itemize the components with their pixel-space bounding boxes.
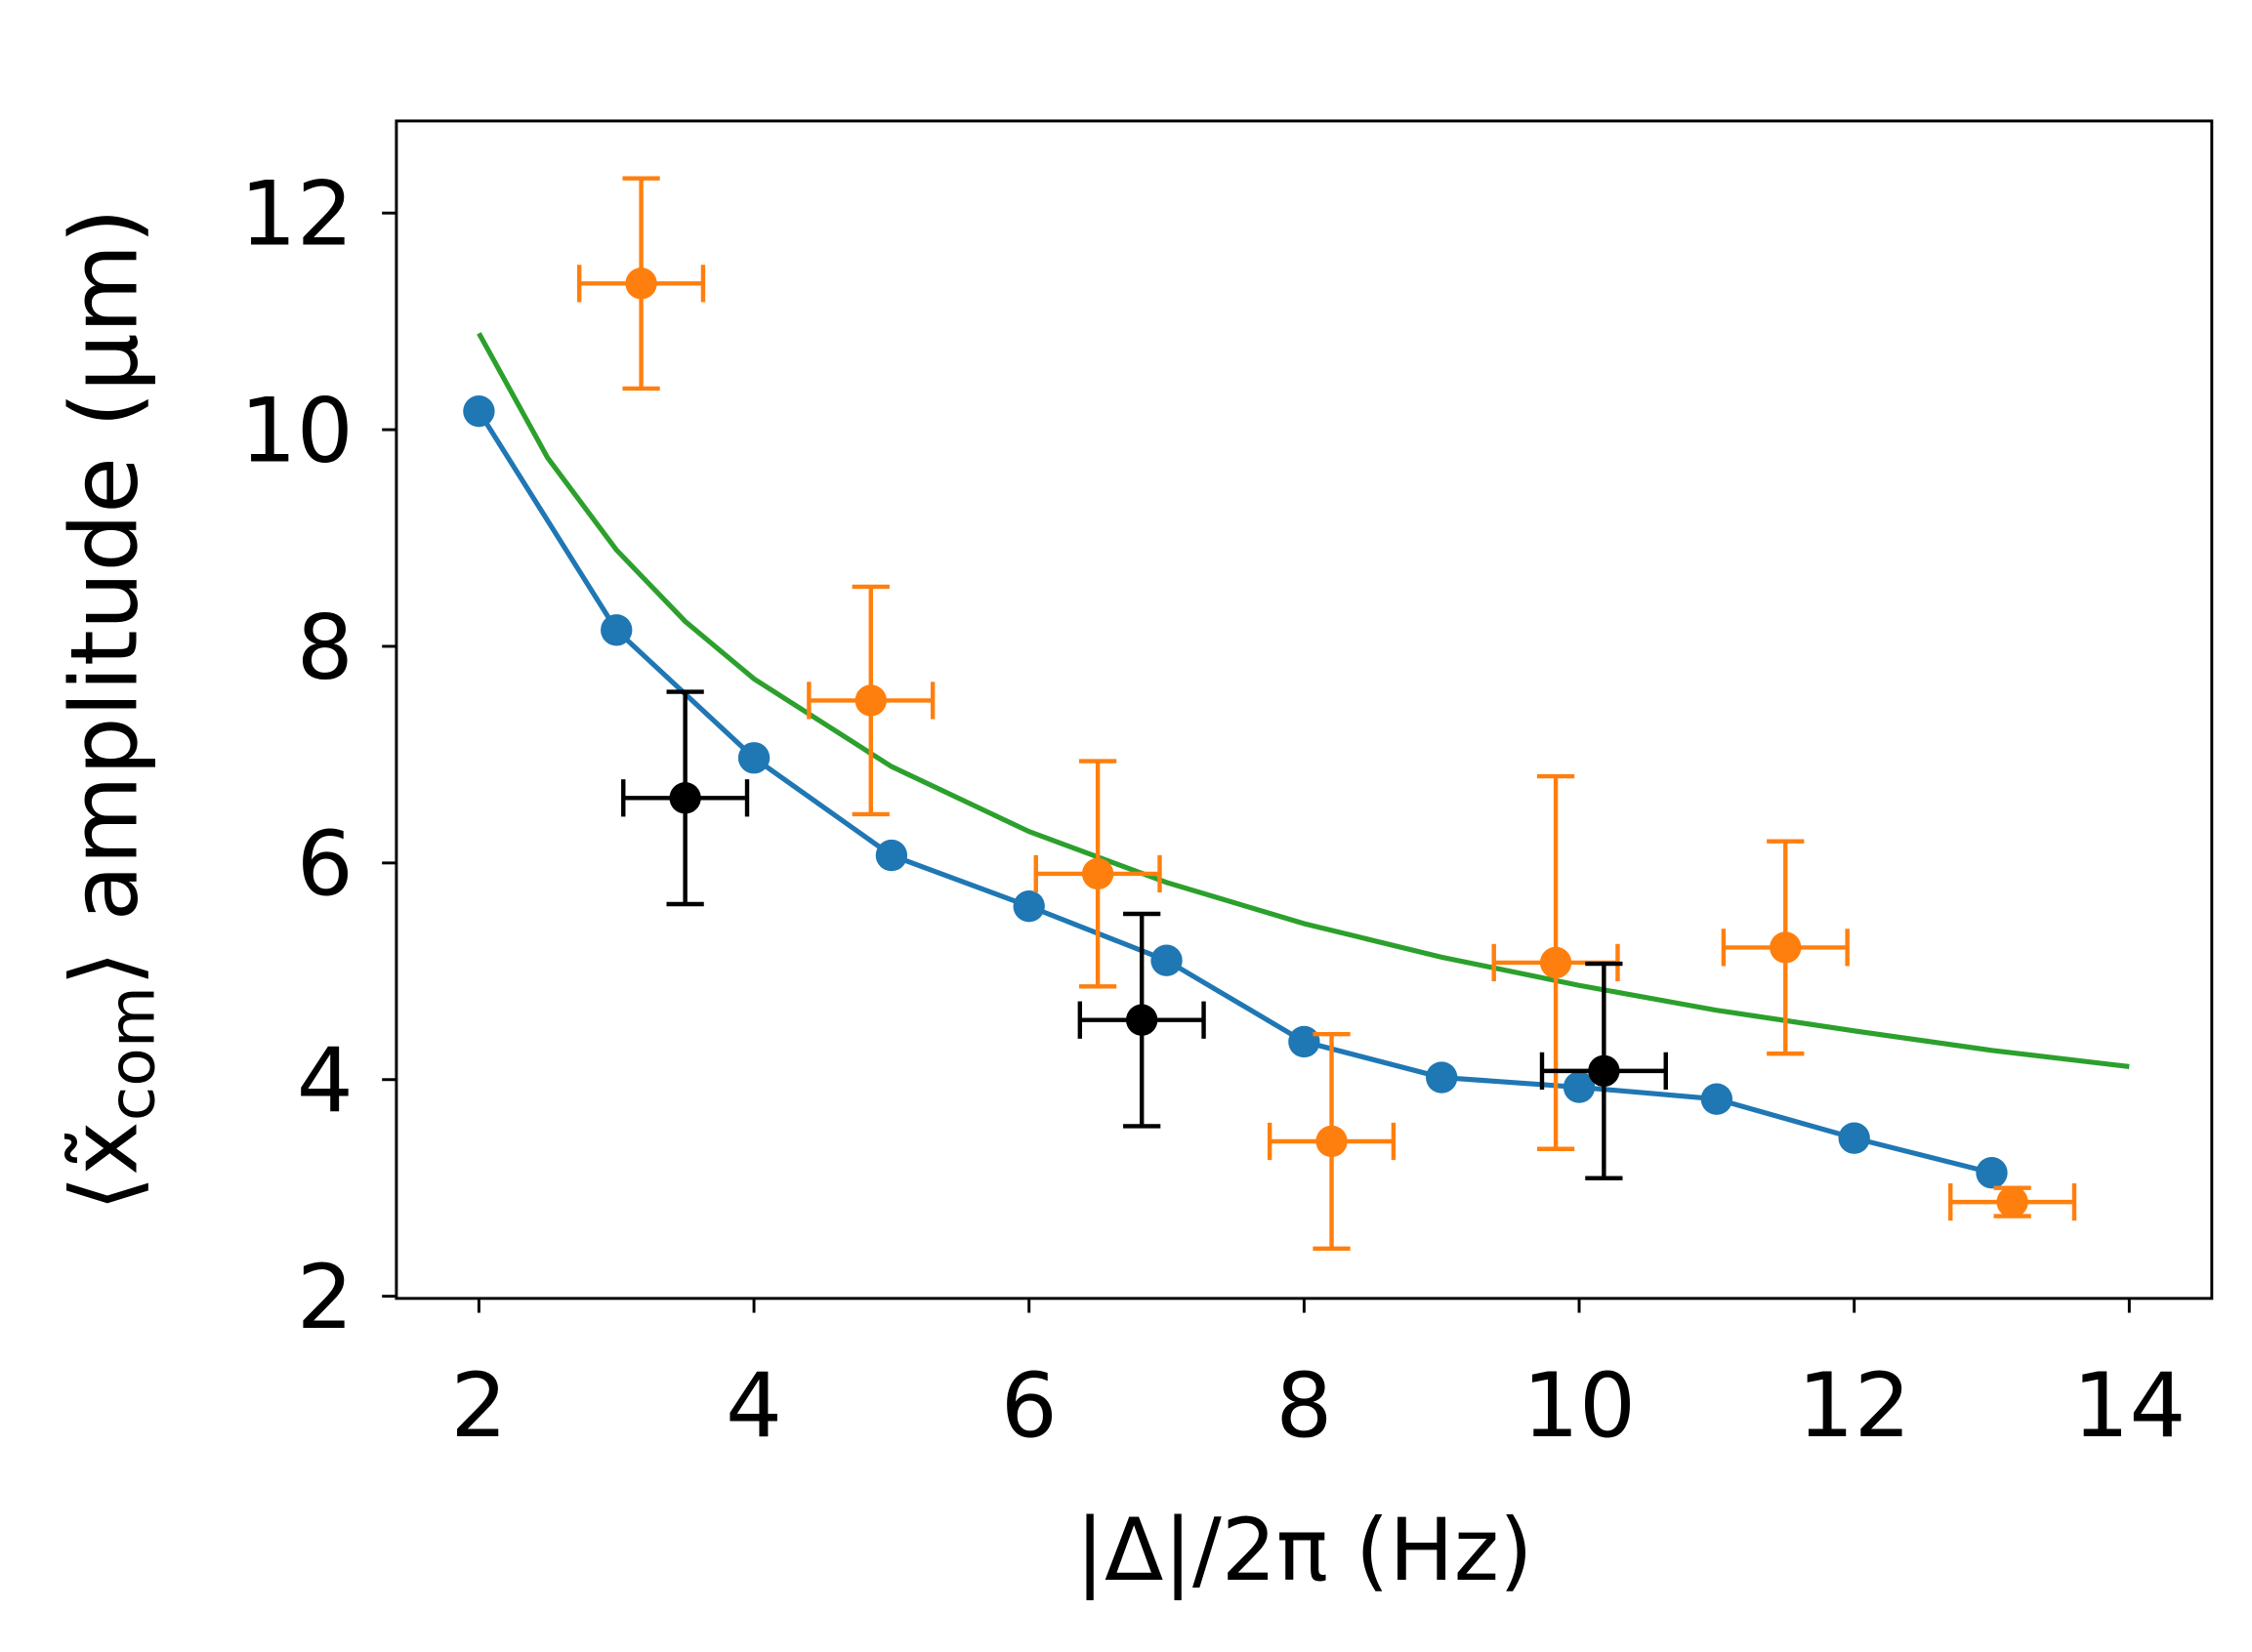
data-point: [1539, 946, 1572, 979]
data-point: [1838, 1122, 1870, 1154]
data-point: [1976, 1156, 2008, 1189]
y-tick-label: 8: [297, 595, 354, 699]
y-tick-label: 6: [297, 811, 354, 916]
plot-frame: [395, 119, 2214, 1301]
data-point: [1013, 890, 1045, 923]
data-point: [1288, 1025, 1320, 1058]
x-tick-label: 6: [1001, 1353, 1058, 1458]
data-point: [625, 268, 657, 300]
y-axis-label: ⟨x̃com⟩ amplitude (μm): [53, 208, 170, 1212]
y-tick-label: 10: [240, 378, 354, 482]
x-tick-label: 4: [726, 1353, 782, 1458]
data-point: [669, 782, 701, 814]
x-tick-label: 8: [1275, 1353, 1332, 1458]
y-axis-label-part: ⟨x̃: [53, 1121, 159, 1211]
x-tick-label: 10: [1522, 1353, 1636, 1458]
data-point: [1770, 931, 1802, 964]
y-tick-label: 2: [297, 1245, 354, 1349]
data-point: [1426, 1061, 1458, 1094]
data-point: [1700, 1083, 1733, 1115]
data-point: [1081, 857, 1114, 890]
data-point: [855, 684, 887, 717]
data-point: [737, 742, 771, 774]
data-point: [601, 614, 633, 646]
x-tick-label: 14: [2072, 1353, 2186, 1458]
data-point: [1996, 1185, 2028, 1218]
data-point: [1588, 1054, 1620, 1088]
data-point: [1126, 1004, 1158, 1036]
y-axis-label-sub: com: [96, 986, 169, 1121]
y-tick-label: 4: [297, 1028, 354, 1133]
series-line: [477, 409, 1993, 1176]
y-tick-label: 12: [240, 162, 354, 267]
data-point: [1315, 1125, 1348, 1158]
series-line: [477, 332, 2130, 1069]
data-point: [1150, 944, 1183, 976]
x-tick-label: 12: [1798, 1353, 1911, 1458]
x-tick-label: 2: [450, 1353, 507, 1458]
data-point: [875, 839, 908, 872]
y-axis-label-part: ⟩ amplitude (μm): [53, 208, 159, 986]
data-point: [463, 395, 495, 428]
data-point: [1563, 1071, 1596, 1103]
x-axis-label: |Δ|/2π (Hz): [1075, 1500, 1532, 1601]
